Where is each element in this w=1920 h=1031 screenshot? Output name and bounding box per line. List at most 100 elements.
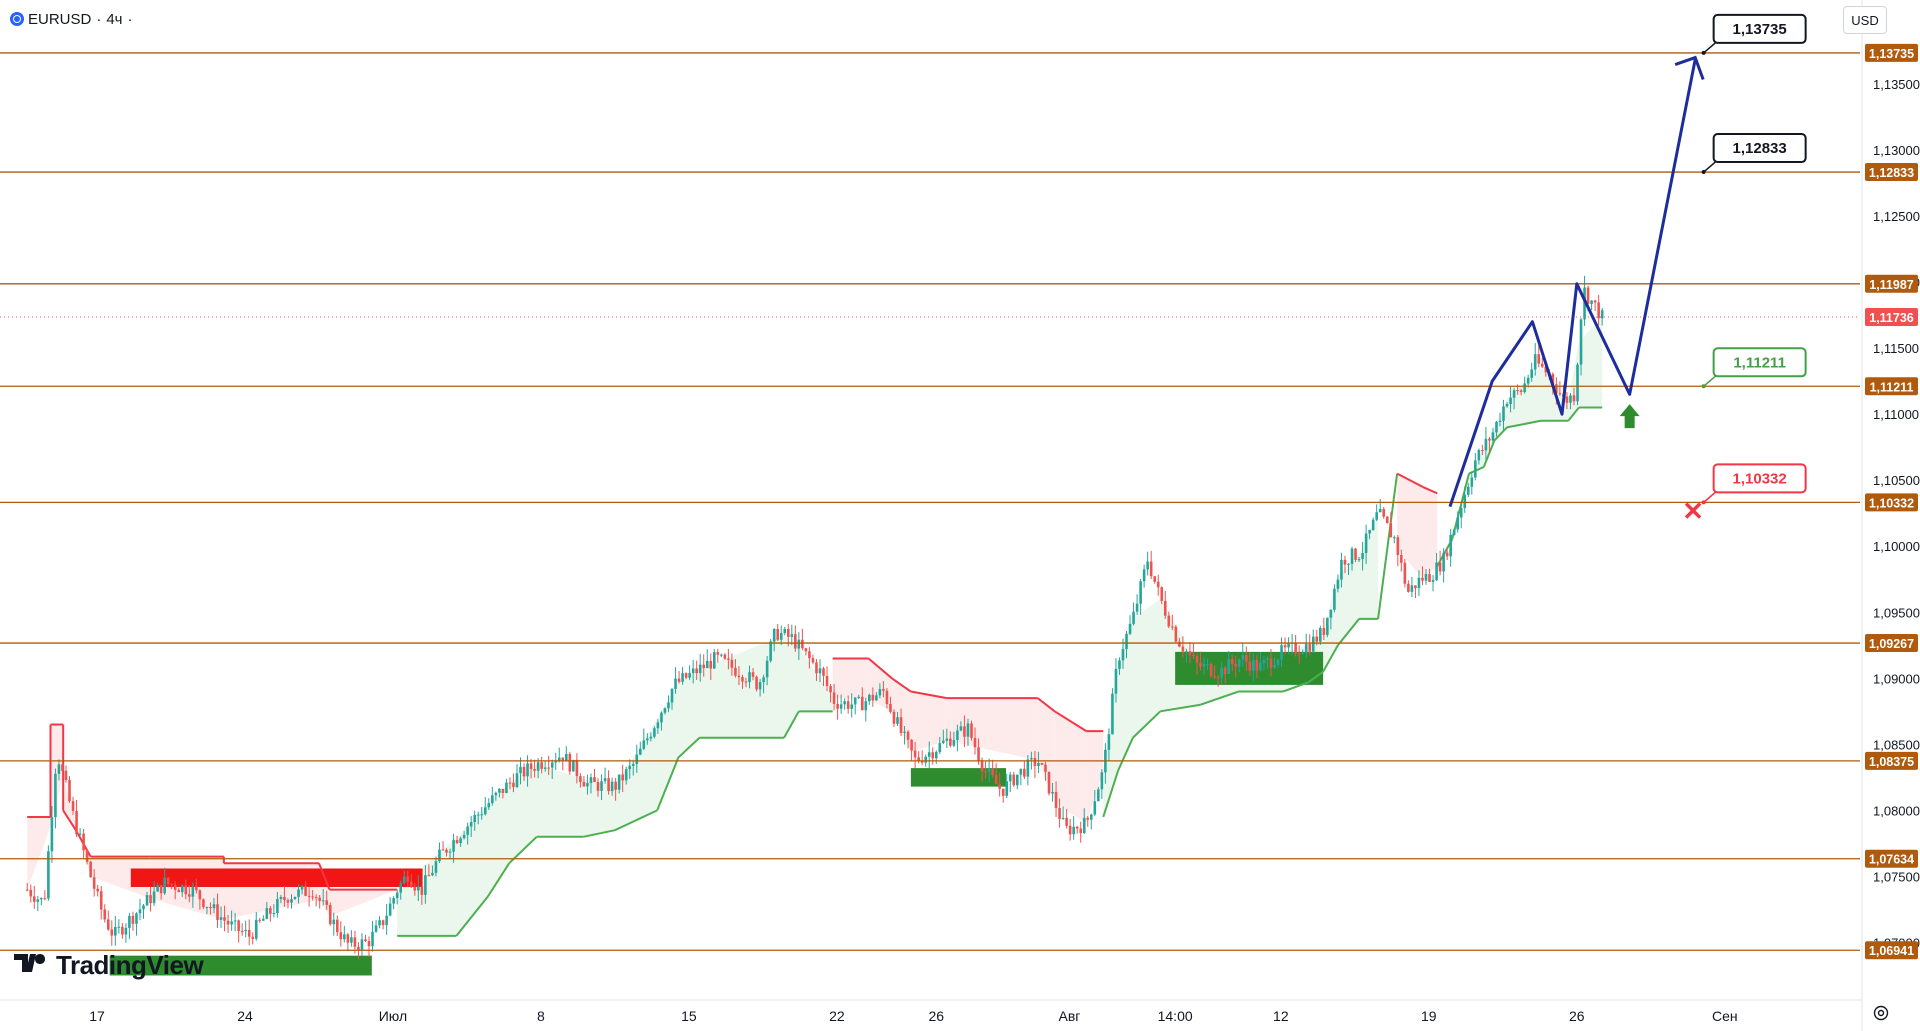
supertrend-line-up <box>1337 618 1360 646</box>
level-price-label: 1,09267 <box>1869 637 1914 651</box>
candle-body <box>603 778 607 782</box>
candle-body <box>117 926 121 928</box>
candle-body <box>543 767 547 769</box>
candle-body <box>99 891 103 910</box>
supertrend-fill-up <box>1437 533 1453 568</box>
candle-body <box>1262 660 1266 663</box>
candle-body <box>1466 486 1470 495</box>
level-price-badge <box>1865 43 1918 62</box>
candle-body <box>705 660 709 669</box>
candle-body <box>339 932 343 940</box>
candle-body <box>1526 377 1530 384</box>
candle-body <box>741 677 744 682</box>
candle-body <box>727 658 730 660</box>
supertrend-fill-up <box>536 764 584 837</box>
chart-settings-button[interactable] <box>1868 1000 1894 1026</box>
supertrend-line-up <box>1200 690 1239 706</box>
candle-body <box>797 639 801 649</box>
supertrend-line-up <box>677 737 701 759</box>
candle-body <box>1576 364 1579 402</box>
candle-body <box>903 731 906 733</box>
candle-body <box>1121 649 1125 661</box>
candle-body <box>1209 664 1213 677</box>
supertrend-line-down <box>1422 485 1438 495</box>
candle-body <box>110 929 114 936</box>
candle-body <box>1357 559 1361 561</box>
candle-body <box>794 634 797 649</box>
candle-body <box>1245 655 1248 662</box>
candle-body <box>772 628 776 642</box>
candle-body <box>1502 406 1505 421</box>
candle-body <box>328 904 332 925</box>
candle-body <box>1495 421 1498 433</box>
candle-body <box>1019 768 1023 775</box>
candle-body <box>783 628 787 634</box>
tradingview-mark-icon <box>14 952 50 980</box>
price-axis-tick: 1,10500 <box>1873 473 1920 488</box>
level-price-label: 1,10332 <box>1869 496 1914 510</box>
candle-body <box>568 753 572 772</box>
candle-body <box>896 717 899 724</box>
candle-body <box>1555 384 1558 394</box>
level-price-label: 1,13735 <box>1869 47 1914 61</box>
price-axis-tick: 1,07500 <box>1873 869 1920 884</box>
candle-body <box>445 849 448 853</box>
candle-body <box>226 920 230 925</box>
candle-body <box>459 838 462 844</box>
supertrend-fill-down <box>90 856 150 899</box>
supertrend-line-up <box>1377 473 1399 619</box>
candle-body <box>670 688 674 703</box>
candle-body <box>353 937 357 947</box>
supertrend-fill-up <box>699 635 785 738</box>
candle-body <box>332 919 336 925</box>
candle-body <box>304 886 307 896</box>
candle-body <box>469 822 473 827</box>
symbol-header[interactable]: EURUSD · 4ч · <box>10 8 133 30</box>
candle-body <box>554 761 558 763</box>
candle-body <box>698 664 702 674</box>
candle-body <box>149 895 152 904</box>
candle-body <box>734 667 737 676</box>
candle-body <box>505 782 508 793</box>
candle-body <box>350 937 353 943</box>
candle-body <box>491 795 494 804</box>
candle-body <box>367 941 371 947</box>
candle-body <box>455 840 459 844</box>
candle-body <box>656 722 660 729</box>
candle-body <box>1382 509 1386 517</box>
candle-body <box>987 768 991 772</box>
time-axis-label: 8 <box>537 1008 545 1024</box>
supertrend-line-up <box>455 895 489 937</box>
candle-body <box>1523 383 1526 393</box>
supertrend-line-up <box>656 757 680 811</box>
candle-body <box>1118 660 1121 669</box>
candle-body <box>980 760 984 772</box>
candle-body <box>462 834 466 839</box>
candle-body <box>994 774 998 784</box>
candle-body <box>1097 789 1100 802</box>
candle-body <box>1407 583 1410 592</box>
candle-body <box>779 633 783 640</box>
candle-body <box>247 929 251 937</box>
candle-body <box>1442 552 1445 572</box>
supertrend-line-up <box>1117 737 1134 772</box>
candle-body <box>667 702 670 709</box>
candle-body <box>240 931 244 933</box>
currency-button[interactable]: USD <box>1843 6 1887 34</box>
candle-body <box>173 884 177 890</box>
supertrend-line-down <box>1054 710 1087 732</box>
candle-body <box>57 764 61 774</box>
candle-body <box>487 803 491 808</box>
candle-body <box>68 780 71 802</box>
supertrend-line-up <box>1506 419 1542 429</box>
candle-body <box>1385 516 1389 524</box>
candle-body <box>1558 393 1562 395</box>
candle-body <box>1111 693 1114 735</box>
candle-body <box>145 895 149 906</box>
candle-body <box>191 886 195 897</box>
candle-body <box>1181 646 1185 652</box>
candle-body <box>85 850 89 862</box>
tradingview-logo: TradingView <box>14 950 204 981</box>
candle-body <box>50 817 54 852</box>
